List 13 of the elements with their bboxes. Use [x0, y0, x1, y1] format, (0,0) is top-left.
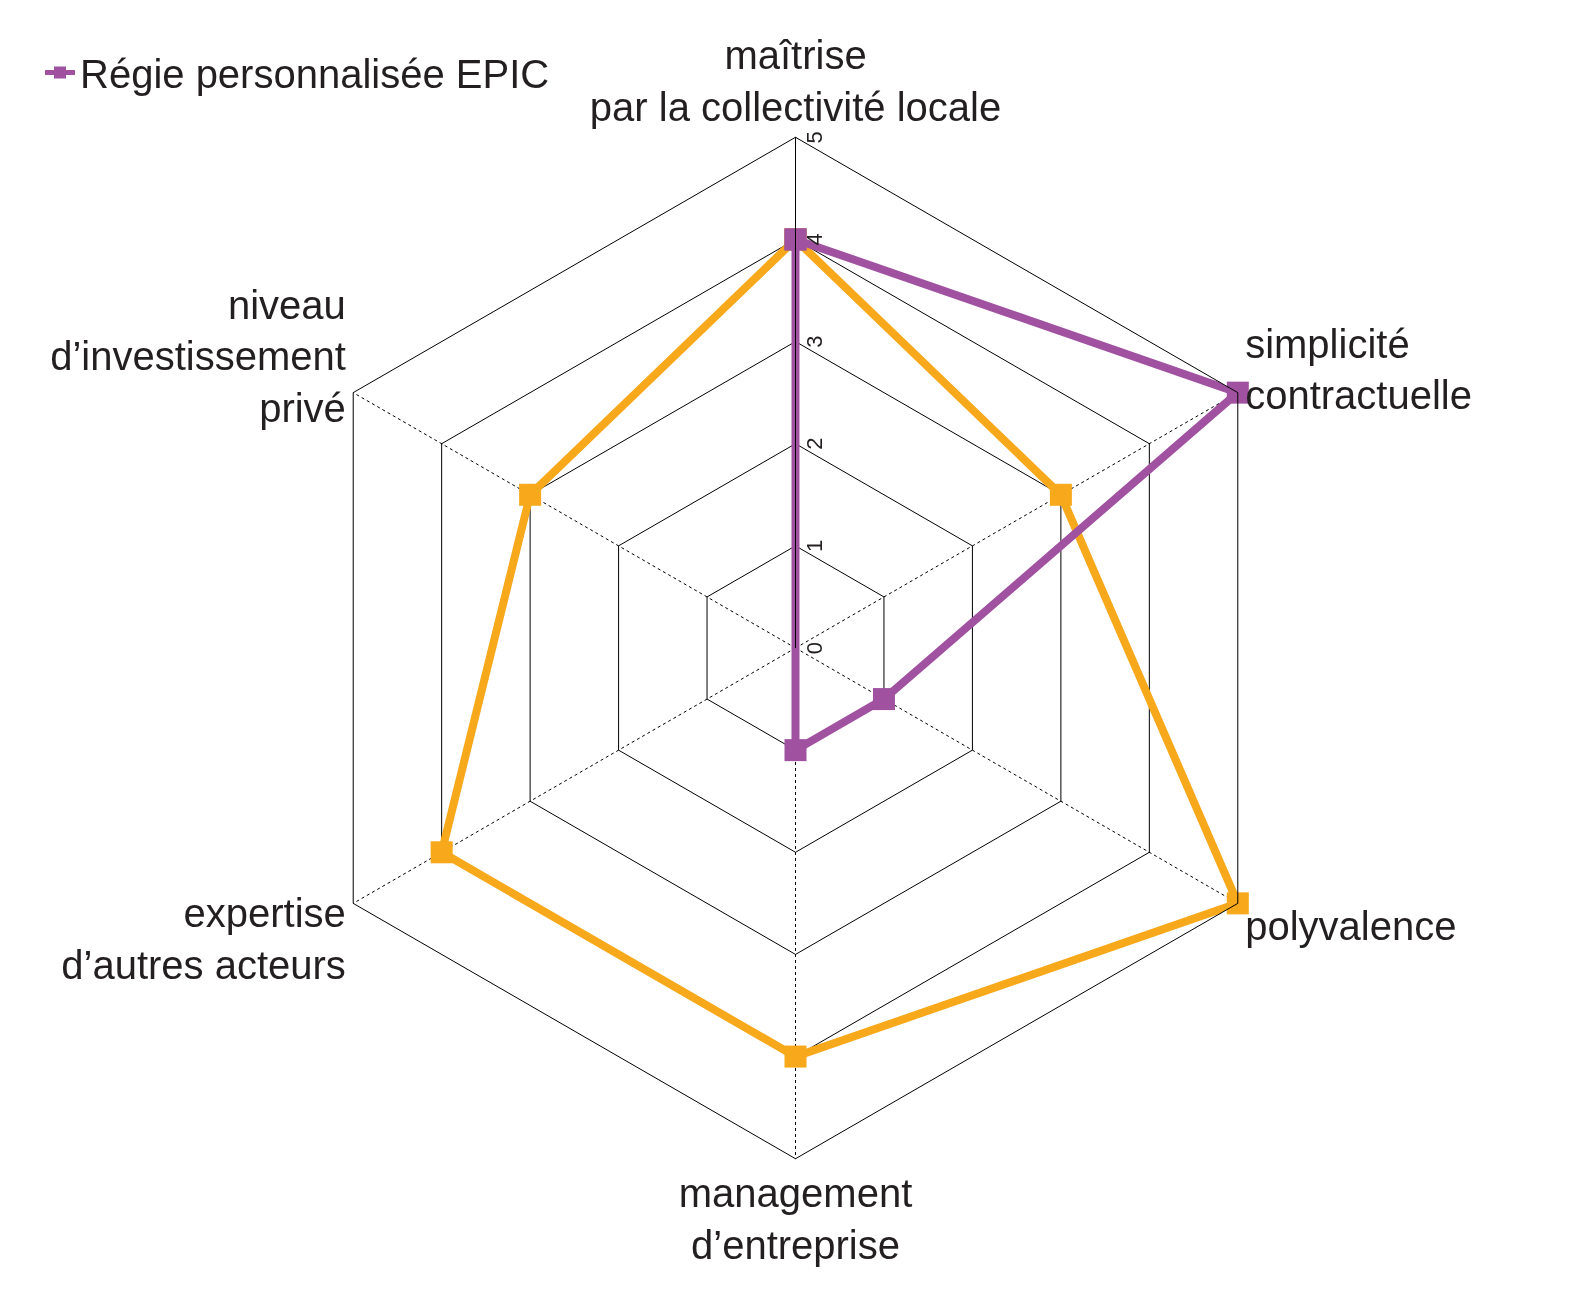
y-tick-label: 1	[802, 539, 828, 552]
spoke-label: expertise d’autres acteurs	[61, 890, 346, 987]
y-tick-label: 0	[802, 641, 828, 655]
y-tick-label: 3	[802, 335, 828, 348]
spoke-label: management d’entreprise	[678, 1171, 913, 1268]
spoke-label: simplicité contractuelle	[1245, 321, 1472, 418]
legend-label: Régie personnalisée EPIC	[80, 52, 550, 97]
y-tick-label: 2	[802, 437, 828, 450]
spoke-label: maîtrise par la collectivité locale	[589, 32, 1002, 129]
y-tick-label: 4	[802, 233, 828, 246]
spoke-label: niveau d’investissement privé	[50, 282, 346, 431]
spoke-label: polyvalence	[1245, 903, 1457, 948]
y-tick-label: 5	[802, 131, 828, 144]
